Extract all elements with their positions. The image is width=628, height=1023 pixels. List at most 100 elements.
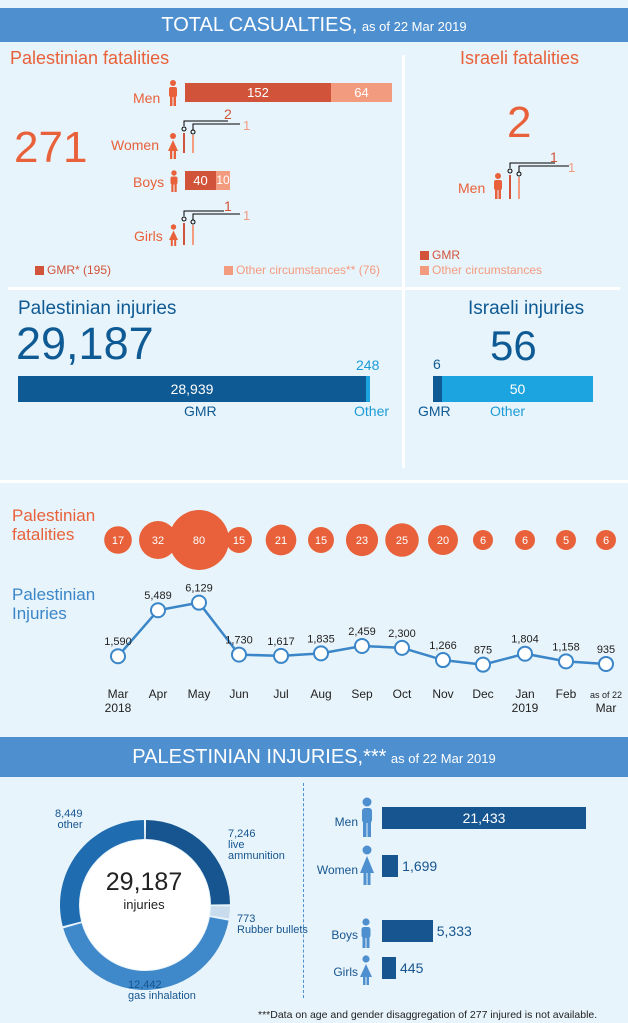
injury-point	[231, 646, 247, 663]
banner-date: as of 22 Mar 2019	[361, 19, 467, 34]
pal-injuries-total: 29,187	[16, 318, 154, 369]
donut-label-gas: 12,442 gas inhalation	[128, 980, 196, 1002]
pal-fatalities-title: Palestinian fatalities	[10, 48, 170, 68]
injury-point-label: 2,300	[388, 628, 416, 640]
boy-icon	[170, 170, 178, 192]
monthly-injuries-label: Palestinian Injuries	[12, 585, 95, 623]
men-gmr-bar: 152	[185, 83, 331, 102]
injury-point-label: 6,129	[185, 583, 213, 595]
month-tick-label-sub: Mar	[596, 701, 617, 715]
fatality-bubble	[308, 527, 334, 553]
women-other-value: 1	[243, 118, 250, 133]
fatality-bubble-label: 80	[193, 535, 205, 547]
fatality-bubble-label: 32	[152, 535, 164, 547]
donut-segment	[63, 917, 229, 990]
monthly-injuries-label-line2: Injuries	[12, 604, 67, 623]
fatality-bubble-label: 6	[603, 535, 609, 547]
woman-icon	[168, 133, 178, 159]
donut-segment	[60, 820, 145, 927]
monthly-fatalities-label: Palestinian fatalities	[12, 506, 95, 544]
men-gmr-value: 152	[247, 85, 269, 100]
demo-label-boys: Boys	[331, 928, 358, 942]
boys-gmr-bar: 40	[185, 171, 216, 190]
pal-injuries-gmr-value: 28,939	[170, 381, 214, 397]
girl-icon	[359, 955, 373, 990]
injury-point-label: 935	[597, 644, 615, 656]
pal-injuries-gmr-label: GMR	[184, 403, 217, 419]
demo-label-men: Men	[334, 815, 358, 829]
isr-fatalities-title: Israeli fatalities	[460, 48, 580, 68]
fatality-bubble	[139, 521, 177, 559]
fatality-bubble-label: 21	[275, 535, 287, 547]
total-casualties-banner: TOTAL CASUALTIES, as of 22 Mar 2019	[0, 8, 628, 42]
fatality-bubble	[265, 524, 297, 556]
isr-legend-other-swatch	[420, 266, 429, 275]
injuries-banner: PALESTINIAN INJURIES,*** as of 22 Mar 20…	[0, 737, 628, 777]
injury-point-label: 1,730	[225, 635, 253, 647]
row-label-men: Men	[133, 90, 161, 106]
men-other-value: 64	[354, 85, 369, 100]
men-other-bar: 64	[331, 83, 392, 102]
month-tick-label: Nov	[432, 687, 453, 701]
donut-rubber-value: 773	[237, 913, 256, 925]
donut-label-live: 7,246 live ammunition	[228, 829, 285, 862]
injury-point-label: 2,459	[348, 626, 376, 638]
donut-other-value: 8,449	[55, 808, 83, 820]
donut-hole	[80, 840, 210, 970]
donut-total-label: injuries	[123, 897, 165, 912]
row-label-women: Women	[111, 137, 159, 153]
injury-point-label: 1,590	[104, 636, 132, 648]
monthly-fatalities-label-line2: fatalities	[12, 525, 75, 544]
month-tick-label: Sep	[351, 687, 373, 701]
isr-injuries-other-label: Other	[490, 403, 526, 419]
donut-gas-value: 12,442	[128, 979, 162, 991]
donut-segment	[210, 906, 230, 919]
demo-bar-men	[382, 807, 586, 829]
month-tick-label: Apr	[149, 687, 168, 701]
donut-gas-label1: gas inhalation	[128, 990, 196, 1002]
boy-icon	[359, 918, 373, 953]
isr-gmr-value: 1	[550, 150, 558, 165]
injury-point	[354, 637, 370, 654]
isr-injuries-total: 56	[490, 322, 537, 369]
year-label-2019: 2019	[512, 701, 539, 715]
injury-point	[517, 645, 533, 662]
fatality-bubble-label: 25	[396, 535, 408, 547]
legend-gmr-swatch	[35, 266, 44, 275]
donut-label-rubber: 773 Rubber bullets	[237, 914, 308, 936]
demo-bar-girls	[382, 957, 396, 979]
year-label-2018: 2018	[105, 701, 132, 715]
monthly-fatalities-label-line1: Palestinian	[12, 506, 96, 525]
fatality-bubble	[226, 527, 252, 553]
boys-other-value: 10	[216, 173, 230, 187]
legend-gmr-label: GMR* (195)	[47, 263, 112, 277]
injuries-banner-date: as of 22 Mar 2019	[390, 751, 496, 766]
fatality-bubble	[515, 530, 535, 550]
isr-legend-gmr-swatch	[420, 251, 429, 260]
injury-donut-chart	[60, 820, 230, 990]
fatality-bubble-label: 15	[315, 535, 327, 547]
isr-injuries-gmr-label: GMR	[418, 403, 451, 419]
footnote: ***Data on age and gender disaggregation…	[258, 1009, 598, 1021]
fatality-bubble-label: 6	[480, 535, 486, 547]
demo-bar-women	[382, 855, 399, 877]
mid-divider	[0, 480, 628, 483]
donut-live-label1: live	[228, 839, 245, 851]
isr-other-value: 1	[568, 160, 575, 175]
top-divider-vertical	[402, 55, 405, 468]
boys-other-bar: 10	[216, 171, 230, 190]
fatality-bubble	[385, 523, 419, 557]
girls-gmr-value: 1	[224, 200, 232, 214]
demo-bar-boys	[382, 920, 433, 942]
donut-rubber-label1: Rubber bullets	[237, 924, 308, 936]
legend-other-label: Other circumstances** (76)	[236, 263, 381, 277]
women-callout: 2 1	[181, 108, 250, 153]
demo-label-girls: Girls	[333, 965, 358, 979]
injuries-vertical-divider	[303, 783, 304, 998]
isr-injuries-gmr-bar	[433, 376, 442, 402]
month-tick-label: Mar	[108, 687, 129, 701]
donut-segment	[145, 820, 230, 905]
injury-point-label: 1,804	[511, 634, 539, 646]
isr-injuries-other-value: 50	[509, 381, 526, 397]
pal-injuries-other-bar	[366, 376, 370, 402]
